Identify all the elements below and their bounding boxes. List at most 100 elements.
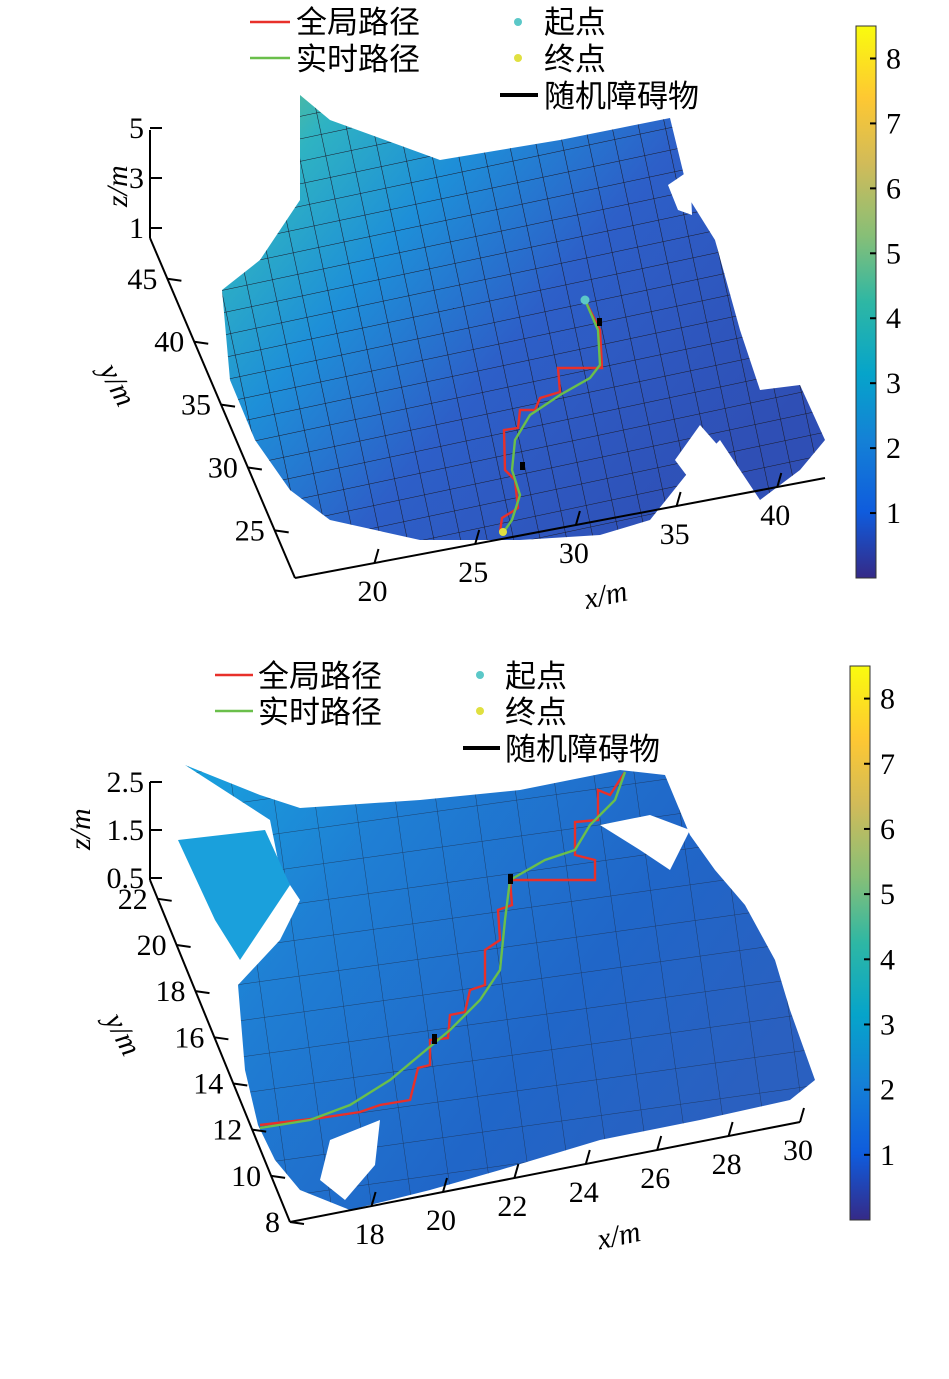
tick-mark bbox=[574, 510, 581, 526]
z-tick-label: 2.5 bbox=[107, 766, 145, 799]
x-tick-label: 25 bbox=[458, 556, 488, 589]
tick-mark bbox=[776, 472, 783, 488]
obstacle-2a bbox=[508, 874, 513, 884]
legend-1-realtime: 实时路径 bbox=[296, 42, 420, 78]
colorbar-tick-label: 8 bbox=[886, 42, 901, 75]
colorbar-1 bbox=[855, 25, 877, 579]
x-tick-label: 22 bbox=[497, 1190, 527, 1223]
legend-2-end: 终点 bbox=[505, 695, 567, 731]
x-tick-label: 18 bbox=[355, 1218, 385, 1251]
surface-2-flap bbox=[178, 830, 290, 960]
colorbar-tick-label: 3 bbox=[886, 367, 901, 400]
xlabel-1: x/m bbox=[580, 575, 630, 616]
colorbar-2 bbox=[849, 665, 871, 1221]
z-tick-label: 1.5 bbox=[107, 814, 145, 847]
y-tick-label: 35 bbox=[181, 389, 211, 422]
obstacle-1b bbox=[520, 462, 525, 470]
zlabel-2: z/m bbox=[64, 808, 97, 851]
y-tick-label: 40 bbox=[154, 326, 184, 359]
obstacle-2b bbox=[432, 1034, 437, 1044]
x-tick-label: 40 bbox=[760, 499, 790, 532]
y-tick-label: 45 bbox=[127, 263, 157, 296]
axes-1 bbox=[149, 130, 826, 579]
x-tick-label: 28 bbox=[712, 1148, 742, 1181]
colorbar-2-ticks: 1 2 3 4 5 6 7 8 bbox=[864, 683, 895, 1172]
tick-mark bbox=[442, 1177, 448, 1193]
legend-2-realtime: 实时路径 bbox=[258, 695, 382, 731]
legend-1-end: 终点 bbox=[544, 42, 606, 78]
tick-mark bbox=[194, 340, 209, 345]
colorbar-tick-label: 7 bbox=[880, 748, 895, 781]
surface-1-hole bbox=[675, 425, 735, 495]
tick-mark bbox=[157, 897, 172, 902]
x-tick-label: 20 bbox=[358, 575, 388, 608]
tick-mark bbox=[247, 466, 263, 471]
surface-2-hole bbox=[600, 815, 690, 870]
y-tick-label: 25 bbox=[235, 514, 265, 547]
tick-mark bbox=[167, 277, 182, 282]
colorbar-tick-label: 2 bbox=[880, 1074, 895, 1107]
tick-mark bbox=[513, 1163, 520, 1179]
x-tick-label: 35 bbox=[660, 518, 690, 551]
colorbar-tick-label: 8 bbox=[880, 683, 895, 716]
tick-mark bbox=[252, 1128, 267, 1133]
tick-mark bbox=[176, 943, 191, 948]
z-tick-label: 0.5 bbox=[107, 862, 145, 895]
tick-mark bbox=[233, 1082, 248, 1087]
surface-1-hole bbox=[668, 170, 692, 215]
legend-1: 全局路径 实时路径 起点 终点 随机障碍物 bbox=[250, 5, 699, 115]
y-tick-label: 8 bbox=[265, 1206, 280, 1239]
y-tick-label: 22 bbox=[118, 883, 148, 916]
realtime-path-2 bbox=[259, 771, 627, 1130]
xlabel-2: x/m bbox=[593, 1215, 643, 1256]
x-tick-label: 30 bbox=[783, 1134, 813, 1167]
colorbar-tick-label: 1 bbox=[880, 1139, 895, 1172]
surface-2-mesh bbox=[185, 765, 815, 1210]
colorbar-1-ticks: 1 2 3 4 5 6 7 8 bbox=[870, 42, 901, 530]
tick-mark bbox=[274, 529, 289, 534]
obstacle-1a bbox=[597, 318, 602, 326]
zlabel-1: z/m bbox=[101, 165, 134, 208]
x-tick-label: 26 bbox=[640, 1162, 670, 1195]
legend-2-obstacle: 随机障碍物 bbox=[505, 732, 660, 768]
surface-1-mesh bbox=[222, 95, 825, 540]
y-tick-label: 18 bbox=[156, 975, 186, 1008]
legend-2-start: 起点 bbox=[505, 659, 567, 695]
z-tick-label: 1 bbox=[129, 212, 144, 245]
ylabel-1: y/m bbox=[91, 355, 142, 411]
tick-mark bbox=[373, 548, 380, 564]
tick-mark bbox=[799, 1107, 805, 1123]
z-tick-label: 3 bbox=[129, 162, 144, 195]
colorbar-tick-label: 5 bbox=[880, 878, 895, 911]
x-tick-label: 30 bbox=[559, 537, 589, 570]
y-tick-label: 12 bbox=[212, 1114, 242, 1147]
legend-1-start: 起点 bbox=[544, 5, 606, 41]
legend-1-obstacle: 随机障碍物 bbox=[544, 79, 699, 115]
ylabel-2: y/m bbox=[97, 1005, 148, 1061]
y-tick-label: 20 bbox=[137, 929, 167, 962]
tick-mark bbox=[195, 990, 210, 995]
tick-mark bbox=[220, 403, 236, 408]
legend-2-global: 全局路径 bbox=[258, 659, 382, 695]
colorbar-tick-label: 4 bbox=[886, 302, 901, 335]
x-tick-label: 24 bbox=[569, 1176, 599, 1209]
colorbar-tick-label: 6 bbox=[886, 172, 901, 205]
colorbar-tick-label: 5 bbox=[886, 237, 901, 270]
y-tick-label: 14 bbox=[193, 1067, 223, 1100]
tick-mark bbox=[289, 1221, 305, 1225]
tick-mark bbox=[474, 529, 481, 545]
tick-mark bbox=[675, 491, 682, 507]
tick-mark bbox=[214, 1036, 229, 1041]
tick-mark bbox=[370, 1191, 377, 1207]
end-point-1 bbox=[499, 528, 507, 536]
tick-mark bbox=[727, 1121, 734, 1137]
tick-mark bbox=[656, 1135, 663, 1151]
tick-mark bbox=[270, 1174, 286, 1179]
colorbar-tick-label: 7 bbox=[886, 107, 901, 140]
tick-mark bbox=[584, 1149, 591, 1165]
